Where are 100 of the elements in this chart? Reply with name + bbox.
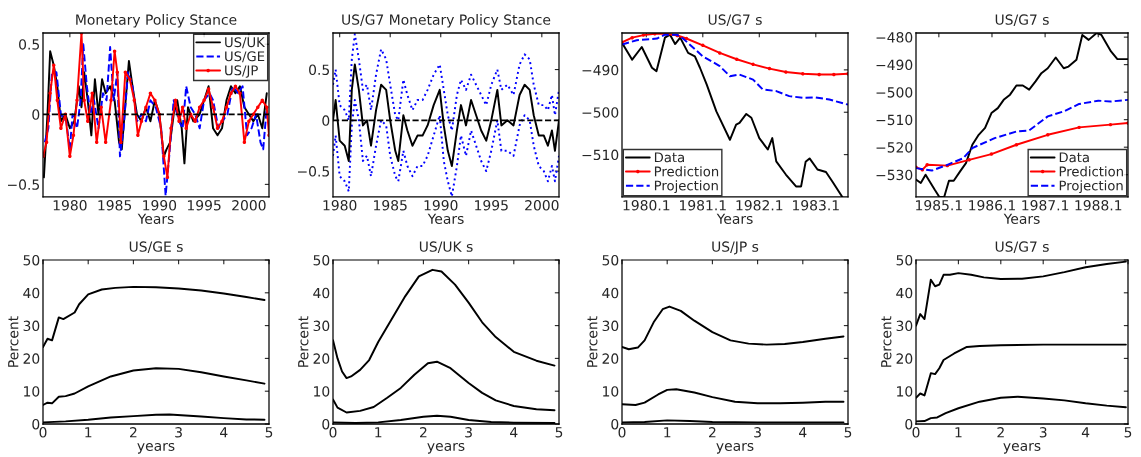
y-tick-label: 30 — [23, 320, 40, 332]
y-tick-label: 0.5 — [19, 39, 40, 50]
y-tick-label: 30 — [313, 320, 330, 332]
x-axis-title: years — [1003, 443, 1041, 454]
legend-label: Prediction — [654, 166, 719, 177]
chart-title: US/G7 s — [708, 14, 762, 26]
legend-label: Data — [1059, 152, 1089, 163]
legend-label: US/JP — [225, 65, 258, 78]
x-tick-label: 4 — [220, 427, 228, 438]
x-tick-label: 1988.1 — [1075, 200, 1122, 211]
x-tick-label: 3 — [175, 427, 182, 438]
x-tick-label: 2000 — [232, 200, 266, 211]
y-tick-label: −0.5 — [7, 179, 40, 190]
y-tick-label: 0 — [32, 418, 40, 430]
x-tick-label: 1982.1 — [736, 200, 783, 211]
y-axis-title: Percent — [587, 316, 598, 367]
legend-label: Projection — [1059, 180, 1123, 194]
x-tick-label: 1981.1 — [680, 200, 726, 211]
y-tick-label: −500 — [876, 87, 913, 98]
y-tick-label: 40 — [602, 287, 619, 299]
y-tick-label: −510 — [876, 114, 913, 126]
x-tick-label: 2000 — [525, 200, 559, 211]
y-tick-label: 0 — [905, 418, 913, 430]
x-tick-label: 1995 — [475, 200, 508, 211]
x-tick-label: 0 — [912, 427, 920, 438]
x-tick-label: 2 — [420, 427, 427, 438]
y-tick-label: 40 — [23, 287, 40, 299]
y-tick-label: 0 — [611, 418, 619, 430]
y-axis-title: Percent — [298, 316, 309, 367]
x-tick-label: 1990 — [424, 200, 458, 211]
y-tick-label: 0 — [32, 109, 40, 120]
x-axis-title: Years — [427, 213, 464, 224]
x-tick-label: 1 — [664, 427, 671, 438]
y-tick-label: 20 — [23, 353, 40, 364]
legend-label: US/GE — [225, 51, 265, 63]
y-tick-label: 0.5 — [309, 64, 330, 76]
chart-title: US/JP s — [712, 241, 759, 255]
y-tick-label: 40 — [313, 287, 330, 299]
x-tick-label: 3 — [1039, 427, 1047, 438]
x-tick-label: 1983.1 — [793, 200, 839, 211]
x-axis-title: years — [716, 443, 754, 454]
x-tick-label: 1985.1 — [916, 200, 962, 211]
x-tick-label: 2 — [997, 427, 1004, 438]
y-tick-label: 30 — [602, 320, 619, 332]
y-tick-label: 10 — [603, 386, 619, 397]
y-tick-label: −500 — [582, 107, 619, 118]
x-tick-label: 3 — [754, 427, 761, 438]
y-tick-label: −510 — [582, 149, 619, 161]
legend-label: Prediction — [1059, 166, 1123, 177]
x-tick-label: 1 — [375, 427, 382, 438]
legend-label: US/UK — [225, 37, 266, 49]
x-tick-label: 5 — [265, 427, 273, 438]
y-tick-label: 20 — [602, 353, 619, 364]
y-tick-label: −480 — [876, 32, 913, 43]
x-tick-label: 1987.1 — [1022, 200, 1069, 211]
x-tick-label: 4 — [1081, 427, 1090, 438]
chart-title: Monetary Policy Stance — [76, 14, 237, 28]
y-tick-label: 20 — [896, 353, 913, 364]
x-tick-label: 1985 — [98, 200, 132, 211]
x-tick-label: 0 — [39, 427, 47, 438]
x-tick-label: 0 — [329, 427, 337, 438]
y-tick-label: 0 — [322, 418, 330, 430]
x-tick-label: 5 — [1124, 427, 1132, 438]
y-tick-label: 30 — [896, 320, 913, 332]
y-tick-label: 0 — [322, 115, 330, 126]
y-tick-label: 10 — [897, 386, 913, 397]
y-tick-label: −490 — [582, 64, 619, 76]
y-tick-label: 20 — [313, 353, 330, 364]
x-tick-label: 4 — [510, 427, 518, 438]
y-tick-label: 50 — [896, 254, 913, 266]
x-tick-label: 1980 — [53, 200, 87, 211]
chart-title: US/UK s — [419, 241, 473, 253]
y-tick-label: −520 — [876, 142, 913, 153]
x-axis-title: Years — [716, 213, 753, 224]
x-tick-label: 4 — [799, 427, 807, 438]
legend-label: Projection — [654, 180, 718, 194]
x-tick-label: 1995 — [187, 200, 221, 211]
y-axis-title: Percent — [8, 316, 19, 367]
x-tick-label: 1 — [85, 427, 92, 438]
y-axis-title: Percent — [881, 316, 892, 367]
y-tick-label: 40 — [896, 287, 913, 299]
chart-title: US/G7 s — [995, 241, 1049, 253]
chart-title: US/G7 Monetary Policy Stance — [342, 14, 551, 28]
x-tick-label: 1986.1 — [969, 200, 1015, 211]
x-tick-label: 1980.1 — [623, 200, 670, 211]
chart-title: US/G7 s — [995, 14, 1049, 26]
x-tick-label: 1990 — [143, 200, 177, 211]
y-tick-label: −0.5 — [297, 166, 330, 177]
y-tick-label: 10 — [24, 386, 40, 397]
y-tick-label: 50 — [313, 254, 330, 266]
x-axis-title: years — [427, 443, 465, 454]
x-tick-label: 0 — [618, 427, 626, 438]
x-axis-title: Years — [1003, 213, 1040, 224]
legend-label: Data — [654, 152, 684, 163]
x-tick-label: 2 — [709, 427, 716, 438]
y-tick-label: 50 — [602, 254, 619, 266]
x-tick-label: 1985 — [374, 200, 407, 211]
x-axis-title: Years — [137, 213, 174, 224]
y-tick-label: −490 — [876, 59, 913, 71]
y-tick-label: 50 — [23, 254, 40, 266]
